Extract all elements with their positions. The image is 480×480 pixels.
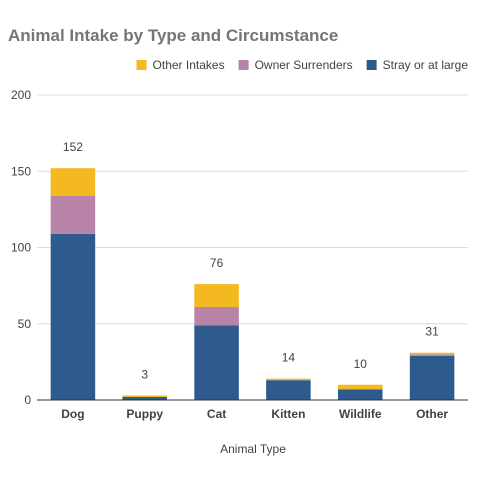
bar-dog-stray-or-at-large xyxy=(50,233,96,400)
legend-label: Owner Surrenders xyxy=(255,58,353,72)
x-tick-label: Wildlife xyxy=(339,407,382,421)
legend-item-owner-surrenders: Owner Surrenders xyxy=(238,58,353,72)
total-label-puppy: 3 xyxy=(141,367,148,381)
legend: Other Intakes Owner Surrenders Stray or at… xyxy=(136,58,469,72)
total-label-dog: 152 xyxy=(63,140,83,154)
bar-kitten-other-intakes xyxy=(266,378,311,381)
y-axis: 0 50 100 150 200 xyxy=(11,88,31,407)
legend-item-other-intakes: Other Intakes xyxy=(136,58,225,72)
gridlines xyxy=(37,94,468,325)
bar-cat-owner-surrenders xyxy=(194,306,239,326)
total-label-kitten: 14 xyxy=(282,351,296,365)
legend-swatch xyxy=(238,60,249,70)
bar-dog-owner-surrenders xyxy=(50,195,96,234)
y-tick-label: 150 xyxy=(11,164,31,178)
total-label-wildlife: 10 xyxy=(354,357,368,371)
y-tick-label: 50 xyxy=(18,317,32,331)
x-axis: Dog Puppy Cat Kitten Wildlife Other xyxy=(37,399,468,421)
bars xyxy=(50,168,455,400)
x-tick-label: Puppy xyxy=(126,407,163,421)
bar-wildlife-other-intakes xyxy=(337,384,383,390)
x-tick-label: Dog xyxy=(61,407,84,421)
legend-swatch xyxy=(136,60,147,70)
legend-label: Other Intakes xyxy=(153,58,225,72)
x-axis-title: Animal Type xyxy=(220,442,286,456)
y-tick-label: 100 xyxy=(11,241,31,255)
bar-dog-other-intakes xyxy=(50,168,96,196)
bar-other-owner-surrenders xyxy=(409,354,455,356)
total-label-cat: 76 xyxy=(210,256,224,270)
bar-wildlife-stray-or-at-large xyxy=(337,389,383,400)
bar-cat-other-intakes xyxy=(194,284,239,307)
bar-puppy-other-intakes xyxy=(122,395,168,397)
bar-cat-stray-or-at-large xyxy=(194,325,239,400)
total-labels: 152 3 76 14 10 31 xyxy=(63,140,439,381)
x-tick-label: Cat xyxy=(207,407,226,421)
x-tick-label: Kitten xyxy=(271,407,305,421)
total-label-other: 31 xyxy=(425,325,439,339)
legend-item-stray-or-at-large: Stray or at large xyxy=(366,58,469,72)
y-tick-label: 200 xyxy=(11,88,31,102)
bar-kitten-stray-or-at-large xyxy=(266,380,311,400)
legend-label: Stray or at large xyxy=(383,58,469,72)
bar-puppy-stray-or-at-large xyxy=(122,396,168,400)
bar-other-other-intakes xyxy=(409,352,455,355)
chart-title: Animal Intake by Type and Circumstance xyxy=(8,26,338,45)
y-tick-label: 0 xyxy=(24,393,31,407)
legend-swatch xyxy=(366,60,377,70)
x-tick-label: Other xyxy=(416,407,448,421)
bar-other-stray-or-at-large xyxy=(409,355,455,400)
